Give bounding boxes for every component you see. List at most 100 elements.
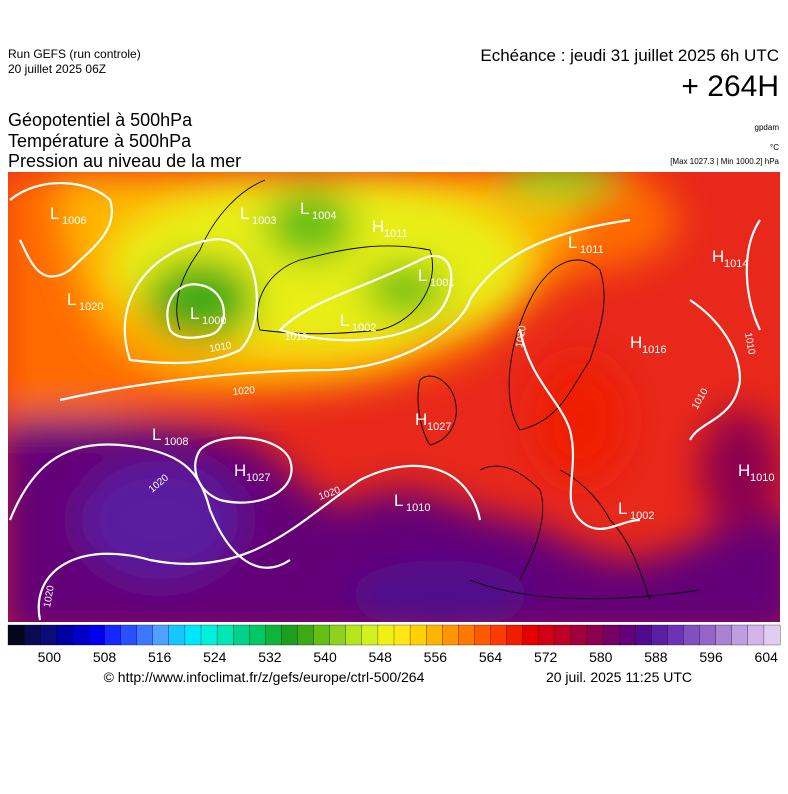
colorbar-swatch bbox=[474, 624, 491, 646]
colorbar-swatch bbox=[409, 624, 427, 646]
colorbar-swatch bbox=[40, 624, 57, 646]
colorbar-swatch bbox=[554, 624, 572, 646]
colorbar: 500 508 516 524 532 540 548 556 564 572 580 588 596 6… bbox=[7, 624, 781, 665]
center-kind: L bbox=[418, 266, 427, 285]
title-1: Géopotentiel à 500hPa bbox=[8, 110, 193, 130]
center-value: 1003 bbox=[252, 215, 276, 227]
center-value: 1001 bbox=[430, 277, 454, 289]
colorbar-swatch bbox=[104, 624, 122, 646]
center-value: 1000 bbox=[202, 315, 226, 327]
colorbar-swatch bbox=[152, 624, 170, 646]
colorbar-swatch bbox=[7, 624, 25, 646]
colorbar-swatch bbox=[329, 624, 347, 646]
colorbar-swatch bbox=[56, 624, 73, 646]
center-value: 1027 bbox=[246, 472, 270, 484]
colorbar-swatch bbox=[458, 624, 475, 646]
center-value: 1006 bbox=[62, 215, 86, 227]
colorbar-swatch bbox=[393, 624, 411, 646]
center-kind: H bbox=[234, 461, 246, 480]
center-kind: L bbox=[300, 199, 309, 218]
colorbar-swatch bbox=[442, 624, 459, 646]
center-kind: L bbox=[340, 311, 349, 330]
colorbar-swatch bbox=[313, 624, 331, 646]
contour-label: 1020 bbox=[514, 324, 529, 348]
colorbar-swatch bbox=[522, 624, 540, 646]
colorbar-swatch bbox=[538, 624, 556, 646]
colorbar-swatch bbox=[763, 624, 781, 646]
center-kind: H bbox=[630, 333, 642, 352]
contour-label: 1020 bbox=[232, 385, 256, 398]
colorbar-swatch bbox=[602, 624, 620, 646]
center-value: 1011 bbox=[580, 244, 604, 256]
colorbar-swatch bbox=[136, 624, 154, 646]
contour-label: 1010 bbox=[209, 340, 233, 355]
colorbar-tick-label: 604 bbox=[755, 649, 779, 665]
range: [Max 1027.3 | Min 1000.2] hPa bbox=[670, 157, 779, 166]
center-value: 1008 bbox=[164, 436, 188, 448]
colorbar-swatch bbox=[184, 624, 202, 646]
colorbar-tick-label: 516 bbox=[148, 649, 172, 665]
colorbar-swatch bbox=[506, 624, 524, 646]
colorbar-tick-label: 508 bbox=[93, 649, 117, 665]
contour-label: 1020 bbox=[42, 584, 57, 608]
colorbar-swatch bbox=[651, 624, 668, 646]
colorbar-swatch bbox=[249, 624, 266, 646]
title-3: Pression au niveau de la mer bbox=[8, 151, 241, 171]
contour-label: 1010 bbox=[285, 332, 308, 343]
colorbar-tick-label: 596 bbox=[699, 649, 723, 665]
colorbar-swatch bbox=[683, 624, 701, 646]
center-kind: L bbox=[190, 304, 199, 323]
colorbar-swatch bbox=[747, 624, 765, 646]
center-value: 1016 bbox=[642, 344, 666, 356]
colorbar-swatch bbox=[72, 624, 89, 646]
center-kind: H bbox=[712, 247, 724, 266]
center-kind: L bbox=[568, 233, 577, 252]
colorbar-swatch bbox=[168, 624, 186, 646]
center-kind: H bbox=[372, 217, 384, 236]
center-kind: H bbox=[738, 461, 750, 480]
colorbar-swatch bbox=[361, 624, 379, 646]
center-kind: L bbox=[240, 204, 249, 223]
colorbar-swatch bbox=[731, 624, 749, 646]
center-value: 1011 bbox=[384, 228, 408, 240]
center-kind: L bbox=[152, 425, 161, 444]
colorbar-swatch bbox=[715, 624, 733, 646]
colorbar-swatch bbox=[281, 624, 298, 646]
colorbar-tick-label: 572 bbox=[534, 649, 558, 665]
center-value: 1010 bbox=[750, 472, 774, 484]
colorbar-tick-label: 500 bbox=[38, 649, 62, 665]
colorbar-swatch bbox=[490, 624, 508, 646]
source: © http://www.infoclimat.fr/z/gefs/europe… bbox=[104, 669, 425, 685]
unit-1: gpdam bbox=[755, 123, 780, 132]
generated: 20 juil. 2025 11:25 UTC bbox=[546, 669, 692, 685]
colorbar-tick-label: 588 bbox=[644, 649, 668, 665]
colorbar-tick-label: 564 bbox=[479, 649, 503, 665]
colorbar-swatch bbox=[635, 624, 652, 646]
center-kind: L bbox=[618, 499, 627, 518]
lead: + 264H bbox=[681, 70, 779, 103]
colorbar-swatch bbox=[345, 624, 363, 646]
title-2: Température à 500hPa bbox=[8, 131, 192, 151]
unit-2: °C bbox=[770, 143, 779, 152]
run-date: 20 juillet 2025 06Z bbox=[8, 62, 106, 76]
colorbar-swatch bbox=[586, 624, 604, 646]
colorbar-swatch bbox=[120, 624, 138, 646]
colorbar-swatch bbox=[216, 624, 234, 646]
colorbar-swatch bbox=[699, 624, 717, 646]
echeance: Echéance : jeudi 31 juillet 2025 6h UTC bbox=[480, 46, 779, 65]
center-value: 1010 bbox=[406, 502, 430, 514]
center-kind: L bbox=[394, 491, 403, 510]
colorbar-swatch bbox=[377, 624, 395, 646]
colorbar-tick-label: 556 bbox=[424, 649, 448, 665]
colorbar-swatch bbox=[297, 624, 315, 646]
colorbar-swatch bbox=[23, 624, 41, 646]
colorbar-swatch bbox=[426, 624, 443, 646]
center-value: 1014 bbox=[724, 258, 748, 270]
center-value: 1002 bbox=[352, 322, 376, 334]
colorbar-swatch bbox=[88, 624, 105, 646]
center-value: 1004 bbox=[312, 210, 336, 222]
colorbar-tick-label: 540 bbox=[313, 649, 337, 665]
colorbar-swatch bbox=[233, 624, 250, 646]
